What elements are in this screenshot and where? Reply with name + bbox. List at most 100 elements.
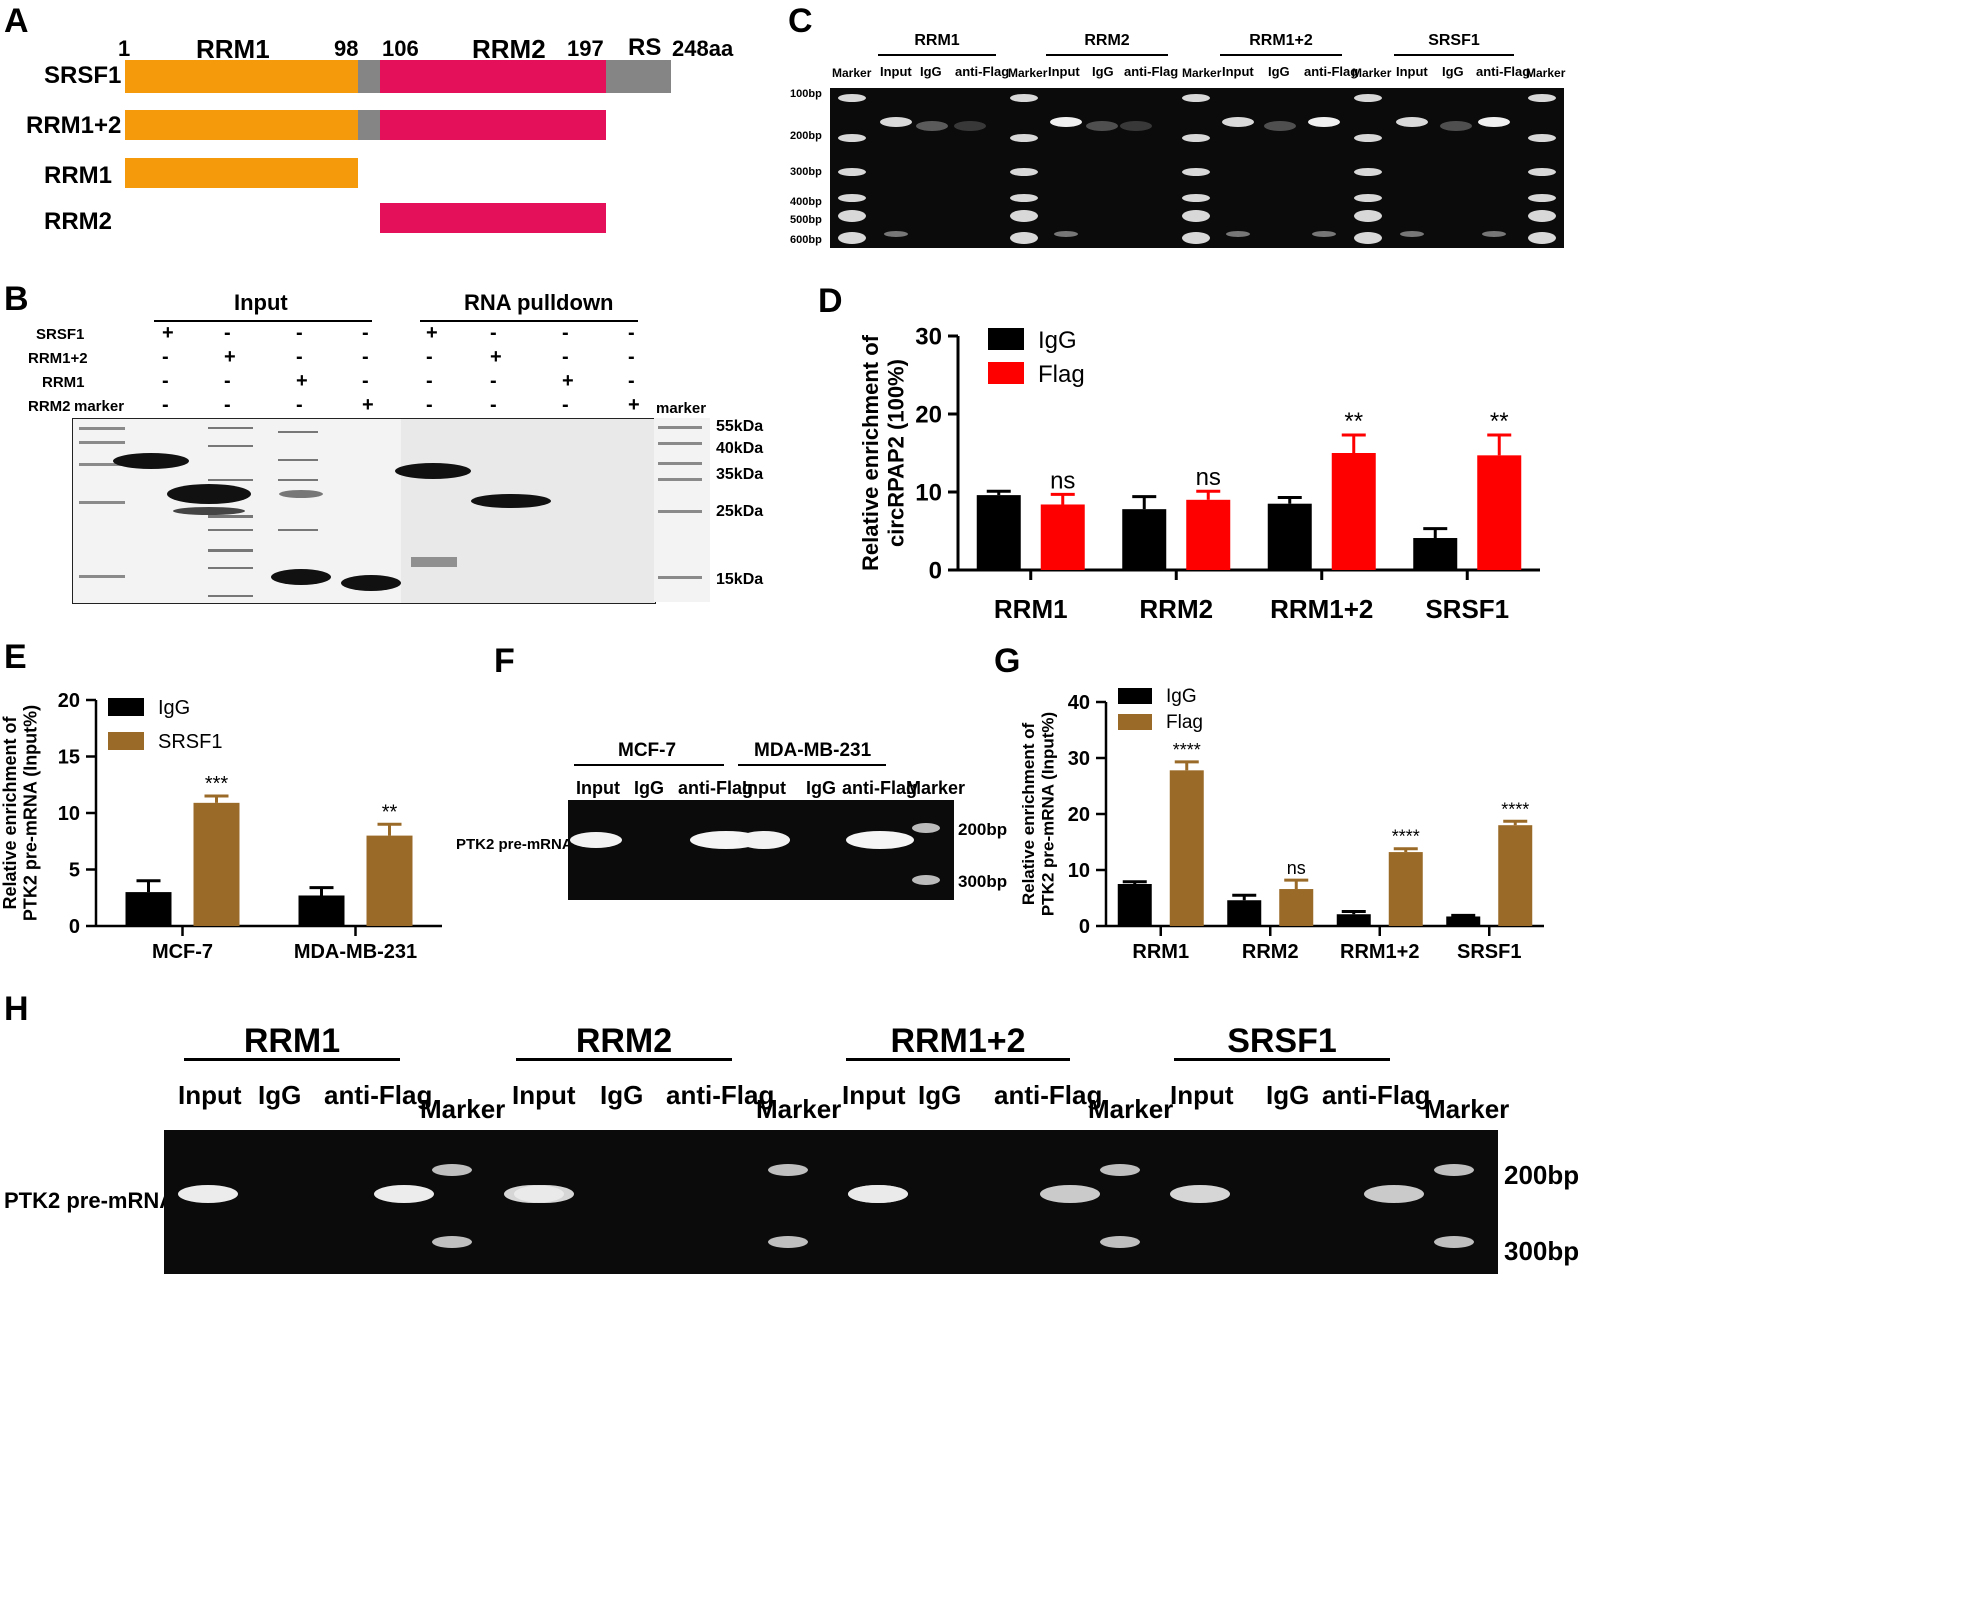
- c-marker-label: Marker: [832, 66, 872, 80]
- significance-label: **: [382, 801, 398, 823]
- panel-label-g: G: [994, 642, 1021, 680]
- marker-left-label: marker: [74, 398, 125, 415]
- kda-55: 55kDa: [716, 418, 764, 435]
- c-bp-label: 400bp: [790, 196, 822, 208]
- kda-40: 40kDa: [716, 440, 764, 457]
- h-marker-label: Marker: [420, 1094, 506, 1124]
- c-group-line: [878, 54, 996, 56]
- y-axis-title-line: circRPAP2 (100%): [883, 359, 908, 547]
- x-tick-label: RRM1: [1132, 941, 1189, 963]
- legend-label: IgG: [1166, 686, 1197, 707]
- panel-label-a: A: [4, 2, 29, 40]
- chart-e: 0 5 10 15 20 Relative enrichment ofPTK2 pre-m…: [0, 690, 442, 963]
- bar: [125, 892, 172, 926]
- y-tick-label: 0: [929, 558, 942, 585]
- c-lane-label: Input: [1222, 64, 1254, 79]
- chart-d: 0 10 20 30 Relative enrichment ofcircRPAP2 (…: [858, 324, 1540, 624]
- x-tick-label: MCF-7: [152, 941, 213, 963]
- construct-label-rrm2: RRM2: [44, 208, 113, 235]
- lane-sign: -: [362, 346, 369, 368]
- c-marker-band: [1182, 94, 1210, 102]
- c-marker-band: [838, 210, 866, 222]
- c-marker-band: [1182, 168, 1210, 176]
- h-group-label: RRM1: [243, 1022, 341, 1060]
- lane-sign: -: [162, 394, 169, 416]
- f-bp-300: 300bp: [958, 872, 1008, 891]
- lane-sign: -: [224, 322, 231, 344]
- legend-swatch: [1118, 688, 1152, 704]
- significance-label: **: [1490, 408, 1509, 435]
- c-sample-band: [1478, 117, 1510, 127]
- c-group-line: [1394, 54, 1514, 56]
- srsf1-rs-bar: [606, 60, 671, 93]
- h-marker-label: Marker: [1088, 1094, 1174, 1124]
- c-primer-band: [1226, 231, 1250, 237]
- lane-sign: +: [490, 346, 502, 368]
- f-lane-label: IgG: [634, 778, 664, 798]
- c-group-label: RRM1+2: [1249, 32, 1313, 49]
- bar: [298, 895, 345, 926]
- y-tick-label: 10: [1068, 860, 1090, 882]
- lane-sign: +: [362, 394, 374, 416]
- c-sample-band: [916, 121, 948, 131]
- c-marker-band: [1354, 94, 1382, 102]
- c-lane-label: anti-Flag: [1304, 64, 1359, 79]
- srsf1-rrm1-bar: [125, 60, 358, 93]
- significance-label: **: [1344, 408, 1363, 435]
- h-lane-label: anti-Flag: [994, 1080, 1103, 1110]
- h-lane-label: Input: [1170, 1080, 1234, 1110]
- significance-label: ****: [1392, 827, 1420, 847]
- c-marker-band: [1354, 134, 1382, 142]
- lane-sign: -: [296, 394, 303, 416]
- h-marker-label: Marker: [1424, 1094, 1510, 1124]
- c-marker-label: Marker: [1352, 66, 1392, 80]
- h-sample-band: [1170, 1185, 1230, 1203]
- bar: [1388, 852, 1423, 926]
- significance-label: ns: [1287, 858, 1306, 878]
- significance-label: ns: [1196, 464, 1221, 491]
- bar: [366, 835, 413, 926]
- c-marker-label: Marker: [1526, 66, 1566, 80]
- position-106: 106: [382, 36, 419, 61]
- panel-label-f: F: [494, 642, 515, 680]
- x-tick-label: RRM1+2: [1270, 594, 1373, 624]
- f-lane-label: anti-Flag: [678, 778, 753, 798]
- y-tick-label: 20: [915, 402, 942, 429]
- lane-sign: -: [628, 322, 635, 344]
- c-marker-band: [838, 194, 866, 202]
- lane-sign: -: [490, 322, 497, 344]
- domain-rrm1-label: RRM1: [196, 34, 270, 64]
- gel-c: [830, 88, 1564, 248]
- h-marker-band: [1100, 1164, 1140, 1176]
- bar: [1413, 538, 1458, 570]
- c-marker-band: [1354, 168, 1382, 176]
- c-lane-label: Input: [880, 64, 912, 79]
- bar: [1227, 900, 1262, 926]
- group-input-line: [154, 320, 372, 322]
- kda-15: 15kDa: [716, 571, 764, 588]
- c-bp-label: 100bp: [790, 88, 822, 100]
- legend-label: Flag: [1166, 712, 1203, 733]
- group-pulldown-label: RNA pulldown: [464, 290, 614, 315]
- lane-sign: -: [426, 394, 433, 416]
- f-lane-label: IgG: [806, 778, 836, 798]
- h-group-line: [846, 1058, 1070, 1061]
- h-sample-band: [1364, 1185, 1424, 1203]
- h-row-label: PTK2 pre-mRNA: [4, 1188, 176, 1213]
- c-marker-band: [838, 94, 866, 102]
- lane-sign: -: [362, 370, 369, 392]
- rrm1-bar: [125, 158, 358, 188]
- bar: [1122, 509, 1167, 570]
- c-primer-band: [1400, 231, 1424, 237]
- c-lane-label: anti-Flag: [1124, 64, 1179, 79]
- c-bp-label: 200bp: [790, 130, 822, 142]
- c-sample-band: [1222, 117, 1254, 127]
- lane-sign: -: [162, 370, 169, 392]
- h-sample-band: [848, 1185, 908, 1203]
- srsf1-linker-bar: [358, 60, 380, 93]
- lane-sign: -: [296, 322, 303, 344]
- gel-f: [568, 800, 954, 900]
- blot-marker-lane-right: [654, 418, 710, 602]
- h-lane-label: IgG: [258, 1080, 302, 1110]
- c-primer-band: [1312, 231, 1336, 237]
